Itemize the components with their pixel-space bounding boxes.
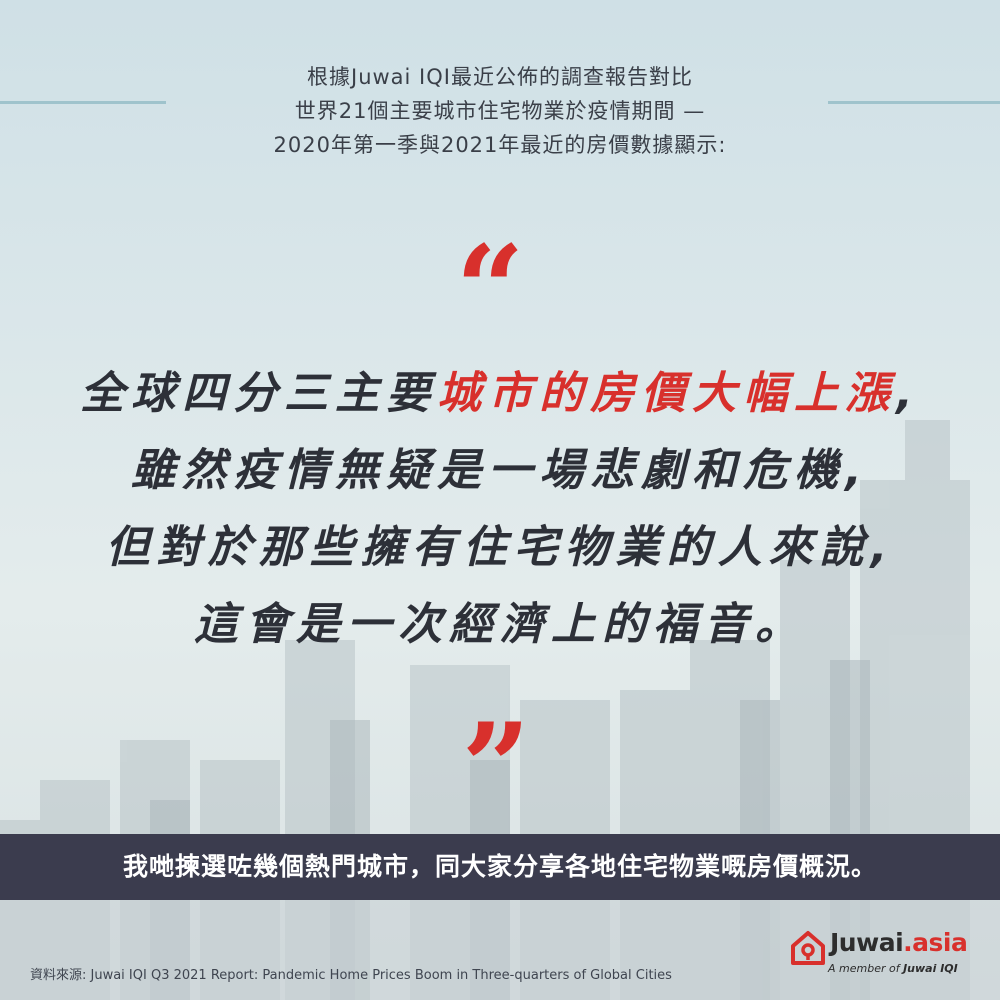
close-quote-mark: ” [461,697,531,838]
quote-line-1-end: , [896,368,920,419]
logo-wordmark: Juwai.asia [830,928,968,957]
intro-line-1: 根據Juwai IQI最近公佈的調查報告對比 [307,65,693,89]
right-divider-line [828,101,1000,104]
quote-line-2: 雖然疫情無疑是一場悲劇和危機, [131,445,869,496]
logo-name-suffix: .asia [903,928,968,957]
quote-line-3: 但對於那些擁有住宅物業的人來說, [105,522,895,573]
intro-line-2: 世界21個主要城市住宅物業於疫情期間 — [294,99,706,123]
quote-line-4: 這會是一次經濟上的福音。 [194,599,806,650]
banner-text: 我哋揀選咗幾個熱門城市，同大家分享各地住宅物業嘅房價概況。 [122,852,877,881]
logo-tagline-brand: Juwai IQI [903,962,958,975]
quote-highlight: 城市的房價大幅上漲 [437,368,897,419]
main-quote: 全球四分三主要城市的房價大幅上漲, 雖然疫情無疑是一場悲劇和危機, 但對於那些擁… [0,355,1000,663]
logo-tagline: A member of Juwai IQI [828,962,958,975]
logo-name-main: Juwai [830,928,904,957]
house-logo-icon [791,931,825,965]
intro-text: 根據Juwai IQI最近公佈的調查報告對比 世界21個主要城市住宅物業於疫情期… [0,60,1000,162]
juwai-logo: Juwai.asia A member of Juwai IQI [790,928,980,978]
source-citation: 資料來源: Juwai IQI Q3 2021 Report: Pandemic… [30,968,672,983]
open-quote-mark: “ [455,219,525,360]
quote-line-1: 全球四分三主要城市的房價大幅上漲, [0,355,1000,432]
quote-line-1-start: 全球四分三主要 [80,368,438,419]
left-divider-line [0,101,166,104]
bottom-banner: 我哋揀選咗幾個熱門城市，同大家分享各地住宅物業嘅房價概況。 [0,834,1000,900]
intro-line-3: 2020年第一季與2021年最近的房價數據顯示: [273,133,727,157]
logo-tagline-prefix: A member of [828,962,904,975]
